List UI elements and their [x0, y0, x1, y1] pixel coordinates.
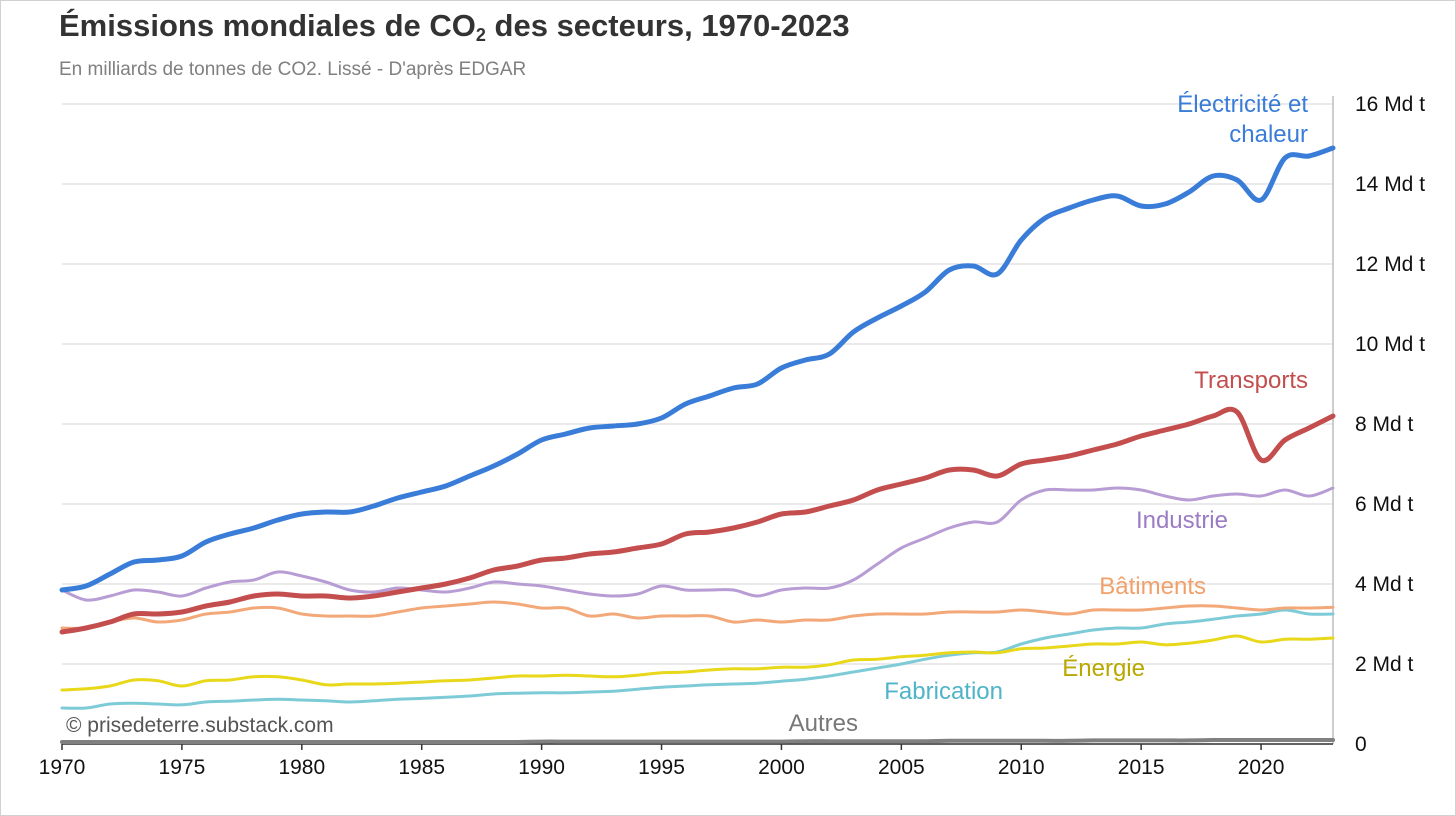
series-line-batiments [60, 600, 1335, 630]
chart-subtitle: En milliards de tonnes de CO2. Lissé - D… [59, 59, 527, 80]
series-label-industrie: Industrie [1136, 507, 1228, 534]
series-line-transports [59, 406, 1336, 635]
title-subscript: 2 [475, 25, 486, 45]
title-text: Émissions mondiales de CO [59, 8, 476, 43]
x-tick-label: 2010 [998, 756, 1045, 779]
x-tick-label: 2000 [758, 756, 805, 779]
series-label-energie: Énergie [1062, 655, 1145, 682]
x-tick-label: 1970 [39, 756, 86, 779]
series-line-electricite-et-chaleur [59, 145, 1336, 593]
series-line-fabrication [60, 608, 1335, 710]
series-line-industrie [60, 486, 1335, 602]
y-tick-label: 14 Md t [1355, 173, 1425, 196]
x-tick-label: 1975 [159, 756, 206, 779]
series-label-autres: Autres [789, 710, 858, 737]
series-line-energie [60, 634, 1335, 692]
credit-text: © prisedeterre.substack.com [66, 714, 334, 737]
x-tick-label: 1980 [278, 756, 325, 779]
y-tick-label: 4 Md t [1355, 573, 1414, 596]
gridlines [62, 96, 1334, 745]
x-tick-label: 2020 [1238, 756, 1285, 779]
series-label-transports: Transports [1194, 367, 1308, 394]
series-lines [59, 145, 1336, 745]
series-label-fabrication: Fabrication [884, 678, 1003, 705]
x-tick-label: 2005 [878, 756, 925, 779]
y-tick-label: 0 [1355, 733, 1367, 756]
series-label-electricite-et-chaleur: Électricité et [1177, 91, 1308, 118]
x-tick-label: 1985 [398, 756, 445, 779]
y-tick-label: 8 Md t [1355, 413, 1414, 436]
series-label-batiments: Bâtiments [1099, 573, 1206, 600]
x-tick-label: 1995 [638, 756, 685, 779]
y-tick-label: 16 Md t [1355, 93, 1425, 116]
y-tick-label: 12 Md t [1355, 253, 1425, 276]
y-tick-label: 2 Md t [1355, 653, 1414, 676]
chart-title: Émissions mondiales de CO2 des secteurs,… [59, 8, 850, 46]
series-labels: Électricité et chaleur Transports Industrie… [789, 91, 1309, 737]
x-axis: 1970 1975 1980 1985 1990 1995 2000 2005 2010 2015… [39, 743, 1333, 779]
x-tick-label: 1990 [518, 756, 565, 779]
y-axis-labels: 0 2 Md t 4 Md t 6 Md t 8 Md t 10 Md t 12 Md t 1… [1355, 93, 1425, 756]
series-line-autres [60, 737, 1335, 745]
x-tick-label: 2015 [1118, 756, 1165, 779]
series-label-electricite-et-chaleur: chaleur [1229, 121, 1308, 148]
title-text-rest: des secteurs, 1970-2023 [485, 8, 850, 43]
y-tick-label: 6 Md t [1355, 493, 1414, 516]
y-tick-label: 10 Md t [1355, 333, 1425, 356]
